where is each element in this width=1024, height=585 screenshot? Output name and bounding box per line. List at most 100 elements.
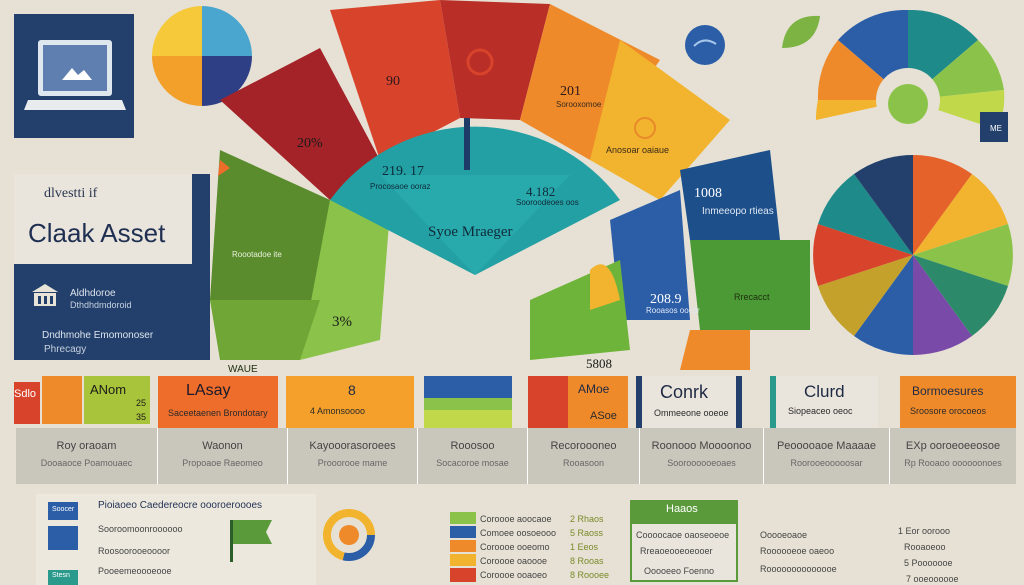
right-list2-3: 5 Pooooooe	[904, 558, 953, 568]
hub-center-label: Syoe Mraeger	[428, 224, 513, 240]
card-mixed[interactable]: AMoe ASoe	[528, 376, 628, 428]
bottom-line-3: Pooeemeoooeooe	[98, 566, 172, 576]
card-orange-sub: 4 Amonsoooo	[310, 406, 366, 416]
card-bor[interactable]: Bormoesures Sroosore orocoeos	[900, 376, 1016, 428]
seg-label-top-right: 201	[560, 84, 581, 99]
hub-value-left: 219. 17	[382, 164, 424, 179]
summary-strip: Roy oraoam Dooaaoce Poamouaec Waonon Propo…	[16, 428, 1016, 484]
panel-title: Claak Asset	[28, 218, 166, 248]
panel-info-4: Phrecagy	[44, 344, 87, 355]
panel-info-1: Aldhdoroe	[70, 288, 116, 299]
green-flag-icon	[230, 520, 272, 562]
mid-list-2: Comoee oosoeooo	[480, 528, 557, 538]
seg-label-right-low-sub: Rooasos oocor	[646, 306, 700, 315]
corner-tag-text: ME	[990, 124, 1002, 133]
strip-cell-7: Peooooaoe Maaaae Roorooeooooosar	[764, 428, 890, 484]
bottom-line-1: Sooroomoonroooooo	[98, 524, 183, 534]
card-mixed-sub: ASoe	[590, 410, 617, 422]
strip-cell-3: Kayooorasoroees Prooorooe mame	[288, 428, 418, 484]
bottom-box-1	[48, 502, 78, 520]
wedge-green	[300, 200, 390, 360]
card-bor-title: Bormoesures	[912, 384, 984, 398]
tile-num-2: 35	[136, 412, 147, 422]
mid-num-2: 5 Raoss	[570, 528, 604, 538]
arc-fan-diagram	[210, 0, 810, 370]
strip-cell-4: Rooosoo Socacoroe mosae	[418, 428, 528, 484]
seg-label-top-right-sub: Sorooxomoe	[556, 100, 602, 109]
seg-label-left-mid: Roootadoe ite	[232, 250, 282, 259]
wedge-red	[330, 0, 460, 160]
globe-icon	[685, 25, 725, 65]
wedge-green-mid	[530, 260, 630, 360]
orange-donut-icon	[323, 509, 375, 561]
card-orange-num: 8	[348, 382, 356, 398]
card-conk-sub: Ommeeone ooeoe	[654, 408, 729, 418]
building-icon	[32, 284, 58, 306]
seg-label-left-low: 3%	[332, 314, 352, 330]
seg-label-top-mid: 90	[386, 74, 400, 89]
card-lasay[interactable]: LAsay Saceetaenen Brondotary	[158, 376, 278, 428]
card-orange[interactable]: 8 4 Amonsoooo	[286, 376, 414, 428]
mid-num-1: 2 Rhaos	[570, 514, 604, 524]
bottom-box-3-text: Stesn	[52, 572, 70, 579]
card-mixed-title: AMoe	[578, 382, 610, 396]
strip-cell-5: Recoroooneo Rooasoon	[528, 428, 640, 484]
seg-label-bottom-right: 5808	[586, 356, 612, 371]
small-pie-chart	[152, 6, 252, 106]
right-list2-4: 7 ooeoooooe	[906, 574, 959, 584]
seg-label-left-bottom: WAUE	[228, 364, 258, 375]
wedge-green-low	[210, 300, 320, 360]
tile-yellow-green	[84, 376, 150, 424]
big-pie-chart	[813, 154, 1013, 356]
wedge-navy	[680, 150, 780, 240]
bottom-box-2	[48, 526, 78, 550]
card-conk[interactable]: Conrk Ommeeone ooeoe	[636, 376, 742, 428]
panel-info-3: Dndhmohe Emomonoser	[42, 330, 154, 341]
title-panel: dlvestti if Claak Asset Aldhdoroe Dthdhd…	[14, 174, 210, 360]
mid-list-5: Coroooe ooaoeo	[480, 570, 548, 580]
right-list-1: Ooooeoaoe	[760, 530, 808, 540]
laptop-panel	[14, 14, 134, 138]
mid-num-5: 8 Roooee	[570, 570, 610, 580]
laptop-icon	[24, 40, 126, 110]
right-list2-2: Rooaoeoo	[904, 542, 946, 552]
wedge-dark-red	[220, 48, 380, 200]
hub-sub-right: Sooroodeoes oos	[516, 198, 579, 207]
card-lasay-title: LAsay	[186, 382, 231, 399]
mid-list-1: Coroooe aoocaoe	[480, 514, 552, 524]
corner-tag	[980, 112, 1008, 142]
seg-label-right-low2: Rrecacct	[734, 292, 770, 302]
card-stack[interactable]	[424, 376, 512, 428]
card-conk-title: Conrk	[660, 382, 709, 402]
card-clurd-sub: Siopeaceo oeoc	[788, 406, 853, 416]
right-list-3: Roooooooooooooe	[760, 564, 837, 574]
bottom-heading: Pioiaoeo Caedereocre oooroeroooes	[98, 500, 263, 511]
wedge-blue	[610, 190, 690, 320]
mid-num-3: 1 Eeos	[570, 542, 599, 552]
seg-label-right-mid: 1008	[694, 186, 722, 201]
strip-cell-8: EXp ooroeoeeosoe Rp Rooaoo oooooonoes	[904, 440, 1002, 468]
bottom-box-1-text: Soocer	[52, 506, 75, 513]
mid-list-3: Coroooe ooeomo	[480, 542, 550, 552]
seg-label-right-low: 208.9	[650, 292, 682, 307]
wedge-green-right	[690, 240, 810, 330]
card-clurd[interactable]: Clurd Siopeaceo oeoc	[770, 376, 878, 428]
seg-label-top-left: 20%	[297, 136, 323, 151]
tile-num-1: 25	[136, 398, 147, 408]
strip-cell-2: Waonon Propoaoe Raeomeo	[158, 428, 288, 484]
strip-cell-1: Roy oraoam Dooaaoce Poamouaec	[16, 428, 158, 484]
card-bor-sub: Sroosore orocoeos	[910, 406, 987, 416]
bottom-box-3	[48, 570, 78, 585]
tile-yg-text: ANom	[90, 382, 127, 397]
mid-list-4: Coroooe oaoooe	[480, 556, 548, 566]
green-box	[630, 500, 738, 582]
seg-label-right-mid-sub: Inmeeopo rtieas	[702, 206, 774, 217]
green-box-line-3: Ooooeeo Foenno	[644, 566, 715, 576]
wedge-red-2	[440, 0, 550, 120]
card-clurd-title: Clurd	[804, 382, 845, 401]
strip-cell-6: Roonooo Moooonoo Sooroooooeoaes	[640, 428, 764, 484]
mid-num-4: 8 Rooas	[570, 556, 604, 566]
bar-stack	[450, 512, 476, 584]
wedge-orange	[520, 4, 660, 160]
tile-red-text: Sdlo	[14, 388, 37, 400]
